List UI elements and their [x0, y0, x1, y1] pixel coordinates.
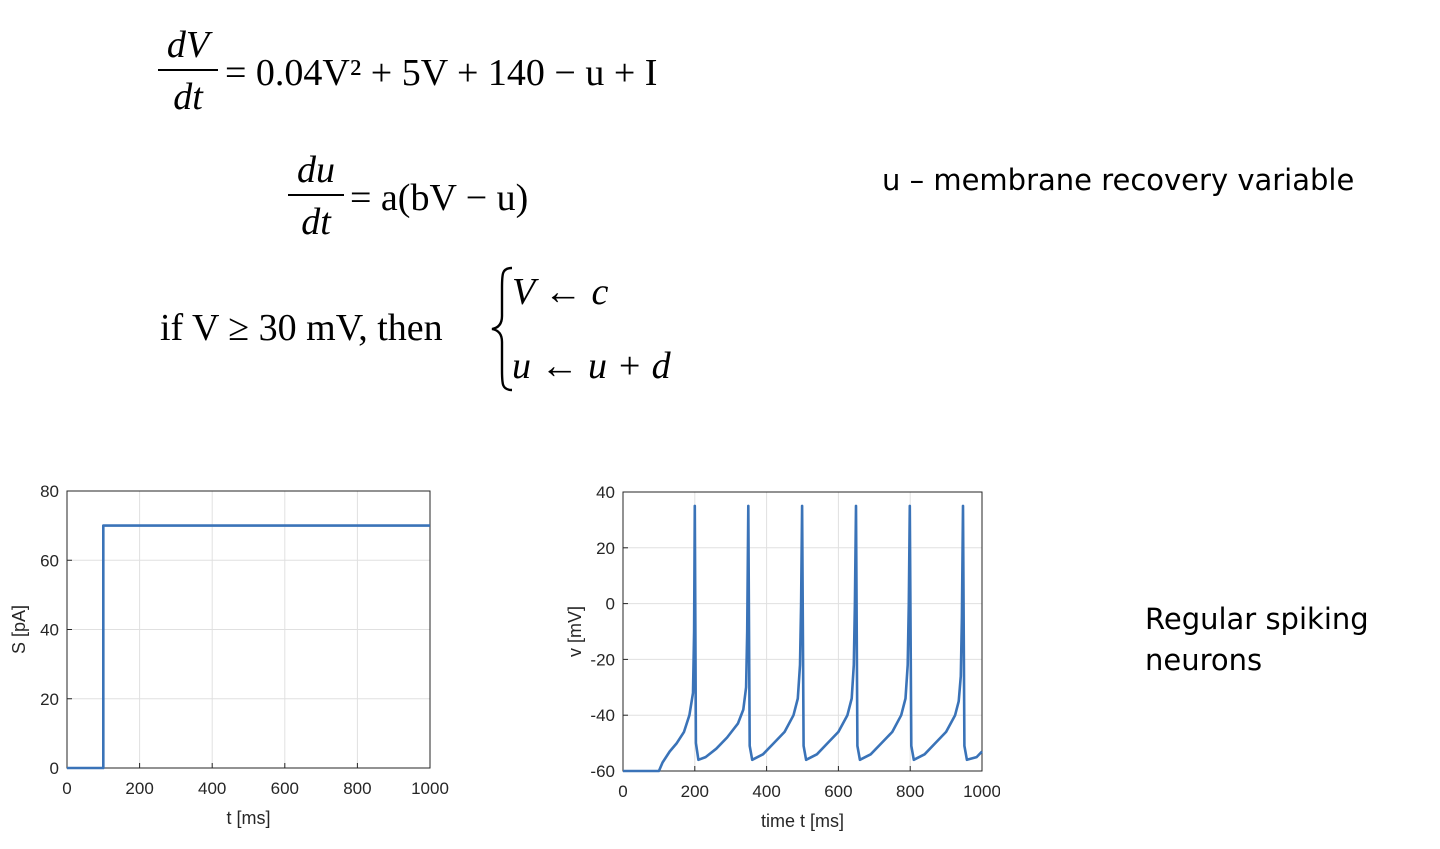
y-axis-label: S [pA]: [9, 605, 29, 654]
membrane-potential-chart: 0 200 400 600 800 1000 -60 -40 -20 0 20 40 time t [m…: [565, 483, 1000, 831]
dv-dt-rhs: = 0.04V² + 5V + 140 − u + I: [225, 52, 658, 94]
x-axis-label: t [ms]: [227, 808, 271, 828]
x-tick-label: 400: [752, 782, 780, 801]
x-tick-label: 600: [824, 782, 852, 801]
stimulus-chart: 0 200 400 600 800 1000 0 20 40 60 80 t [ms] S [pA]: [9, 482, 449, 828]
x-tick-label: 1000: [411, 779, 449, 798]
y-tick-label: -40: [590, 706, 615, 725]
dt-denominator: dt: [301, 201, 331, 243]
y-tick-label: 0: [606, 595, 615, 614]
y-tick-label: 80: [40, 482, 59, 501]
y-tick-label: -60: [590, 762, 615, 781]
x-tick-label: 0: [618, 782, 627, 801]
x-tick-label: 400: [198, 779, 226, 798]
dt-denominator: dt: [173, 76, 203, 118]
x-tick-label: 800: [343, 779, 371, 798]
dv-numerator: dV: [166, 24, 210, 66]
du-dt-rhs: = a(bV − u): [350, 177, 529, 219]
curly-brace: [491, 266, 513, 392]
du-numerator: du: [297, 149, 335, 191]
y-tick-label: 0: [50, 759, 59, 778]
x-tick-label: 200: [681, 782, 709, 801]
y-tick-label: -20: [590, 650, 615, 669]
y-axis-label: v [mV]: [565, 606, 585, 657]
fraction-bar: [288, 194, 344, 196]
reset-case-u: u ← u + d: [512, 345, 671, 387]
series-line: [623, 504, 983, 773]
reset-condition: if V ≥ 30 mV, then: [160, 307, 443, 349]
x-axis-label: time t [ms]: [761, 811, 844, 831]
spiking-note-line2: neurons: [1145, 643, 1263, 677]
x-tick-label: 200: [125, 779, 153, 798]
fraction-bar: [158, 69, 218, 71]
y-tick-label: 60: [40, 551, 59, 570]
series-line: [67, 524, 430, 770]
y-tick-label: 40: [40, 621, 59, 640]
y-tick-label: 20: [596, 539, 615, 558]
y-tick-label: 40: [596, 483, 615, 502]
recovery-variable-note: u – membrane recovery variable: [882, 163, 1355, 197]
x-tick-label: 600: [271, 779, 299, 798]
axes-box: [622, 491, 983, 772]
x-tick-label: 0: [62, 779, 71, 798]
reset-case-v: V ← c: [512, 271, 609, 313]
dv-dt-fraction: dV dt: [158, 25, 218, 117]
du-dt-fraction: du dt: [288, 150, 344, 242]
x-tick-label: 800: [896, 782, 924, 801]
spiking-note-line1: Regular spiking: [1145, 602, 1369, 636]
x-tick-label: 1000: [963, 782, 1000, 801]
y-tick-label: 20: [40, 690, 59, 709]
